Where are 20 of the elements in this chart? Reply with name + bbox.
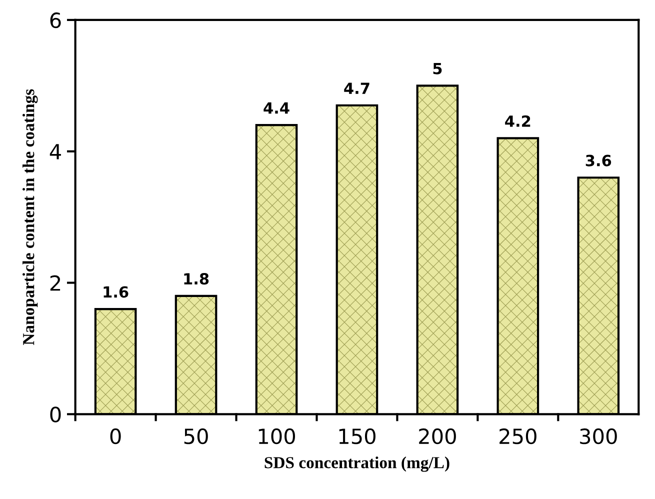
y-tick-label: 2 — [50, 275, 60, 291]
y-axis-title: Nanoparticle content in the coatings — [22, 89, 38, 345]
data-label: 1.8 — [184, 273, 209, 285]
x-tick-label: 100 — [258, 428, 295, 444]
x-tick-label: 0 — [110, 428, 121, 444]
x-tick-label: 50 — [184, 428, 208, 444]
data-label: 4.7 — [344, 82, 370, 94]
data-label: 3.6 — [586, 154, 612, 166]
y-tick-label: 4 — [50, 144, 61, 160]
y-tick-label: 6 — [50, 12, 61, 28]
x-tick-label: 250 — [500, 428, 536, 444]
x-tick-label: 150 — [339, 428, 376, 444]
data-label: 1.6 — [104, 286, 128, 298]
y-tick-label: 0 — [50, 406, 61, 422]
data-label: 5 — [433, 63, 442, 74]
data-label: 4.4 — [264, 102, 290, 114]
x-tick-label: 300 — [580, 428, 617, 444]
data-label: 4.2 — [505, 115, 530, 127]
x-tick-label: 200 — [419, 428, 456, 444]
x-axis-title: SDS concentration (mg/L) — [264, 456, 450, 472]
